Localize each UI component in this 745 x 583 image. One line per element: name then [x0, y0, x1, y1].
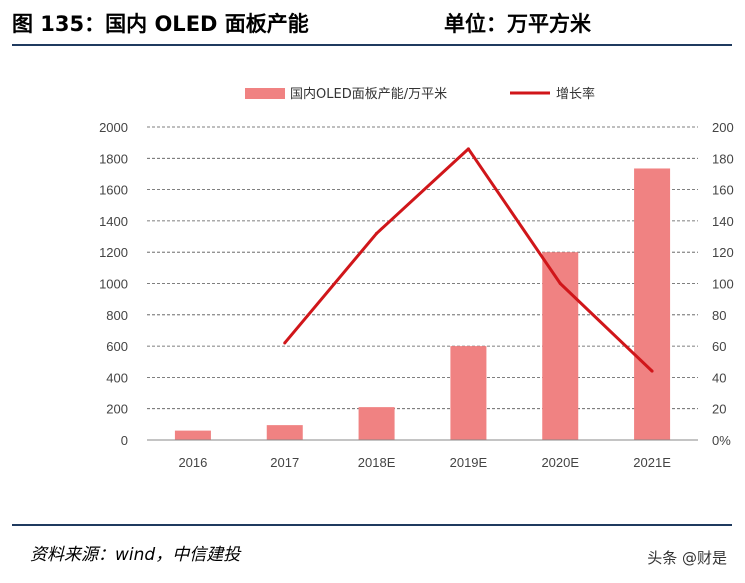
top-divider [12, 44, 732, 46]
growth-point [283, 341, 287, 345]
x-tick-label: 2016 [178, 455, 207, 470]
x-tick-label: 2017 [270, 455, 299, 470]
bar [358, 407, 395, 440]
x-tick-label: 2019E [450, 455, 488, 470]
y2-tick-label: 60 [712, 339, 726, 354]
growth-point [650, 369, 654, 373]
unit-label: 单位：万平方米 [444, 12, 591, 36]
legend-swatch-bar [245, 88, 285, 99]
legend-label-line: 增长率 [556, 86, 595, 102]
growth-line [283, 147, 654, 373]
y-tick-label: 200 [106, 402, 128, 417]
growth-point [466, 147, 470, 151]
legend-label-bar: 国内OLED面板产能/万平米 [290, 86, 447, 102]
figure-title: 图 135：国内 OLED 面板产能 单位：万平方米 [12, 8, 732, 38]
chart-canvas: 0 200 400 600 800 1000 1200 1400 1600 1800 2000 0% 2… [99, 86, 734, 470]
x-tick-label: 2021E [633, 455, 671, 470]
y-tick-label: 800 [106, 308, 128, 323]
bar [266, 425, 303, 440]
growth-point [375, 231, 379, 235]
y-tick-label: 400 [106, 370, 128, 385]
y2-tick-label: 160 [712, 183, 734, 198]
bar [450, 346, 487, 440]
y2-tick-label: 0% [712, 433, 731, 448]
y-tick-label: 1000 [99, 277, 128, 292]
chart-title: 图 135：国内 OLED 面板产能 [12, 12, 309, 36]
x-tick-label: 2018E [358, 455, 396, 470]
bar [174, 430, 211, 440]
bar [634, 168, 671, 440]
x-tick-label: 2020E [541, 455, 579, 470]
y2-tick-label: 120 [712, 245, 734, 260]
bar [542, 252, 579, 440]
bottom-divider [12, 524, 732, 526]
y-tick-label: 600 [106, 339, 128, 354]
y2-tick-label: 100 [712, 277, 734, 292]
y2-tick-label: 40 [712, 370, 726, 385]
y2-tick-label: 180 [712, 151, 734, 166]
y2-tick-label: 140 [712, 214, 734, 229]
source-note: 资料来源：wind，中信建投 [30, 545, 241, 565]
y2-tick-label: 80 [712, 308, 726, 323]
y-tick-label: 2000 [99, 120, 128, 135]
y2-tick-label: 20 [712, 402, 726, 417]
watermark: 头条 @财是 [647, 549, 727, 567]
y-tick-label: 1800 [99, 151, 128, 166]
y-tick-label: 1600 [99, 183, 128, 198]
y-tick-label: 1400 [99, 214, 128, 229]
growth-point [558, 282, 562, 285]
y-tick-label: 0 [121, 433, 128, 448]
y2-tick-label: 200 [712, 120, 734, 135]
y-tick-label: 1200 [99, 245, 128, 260]
